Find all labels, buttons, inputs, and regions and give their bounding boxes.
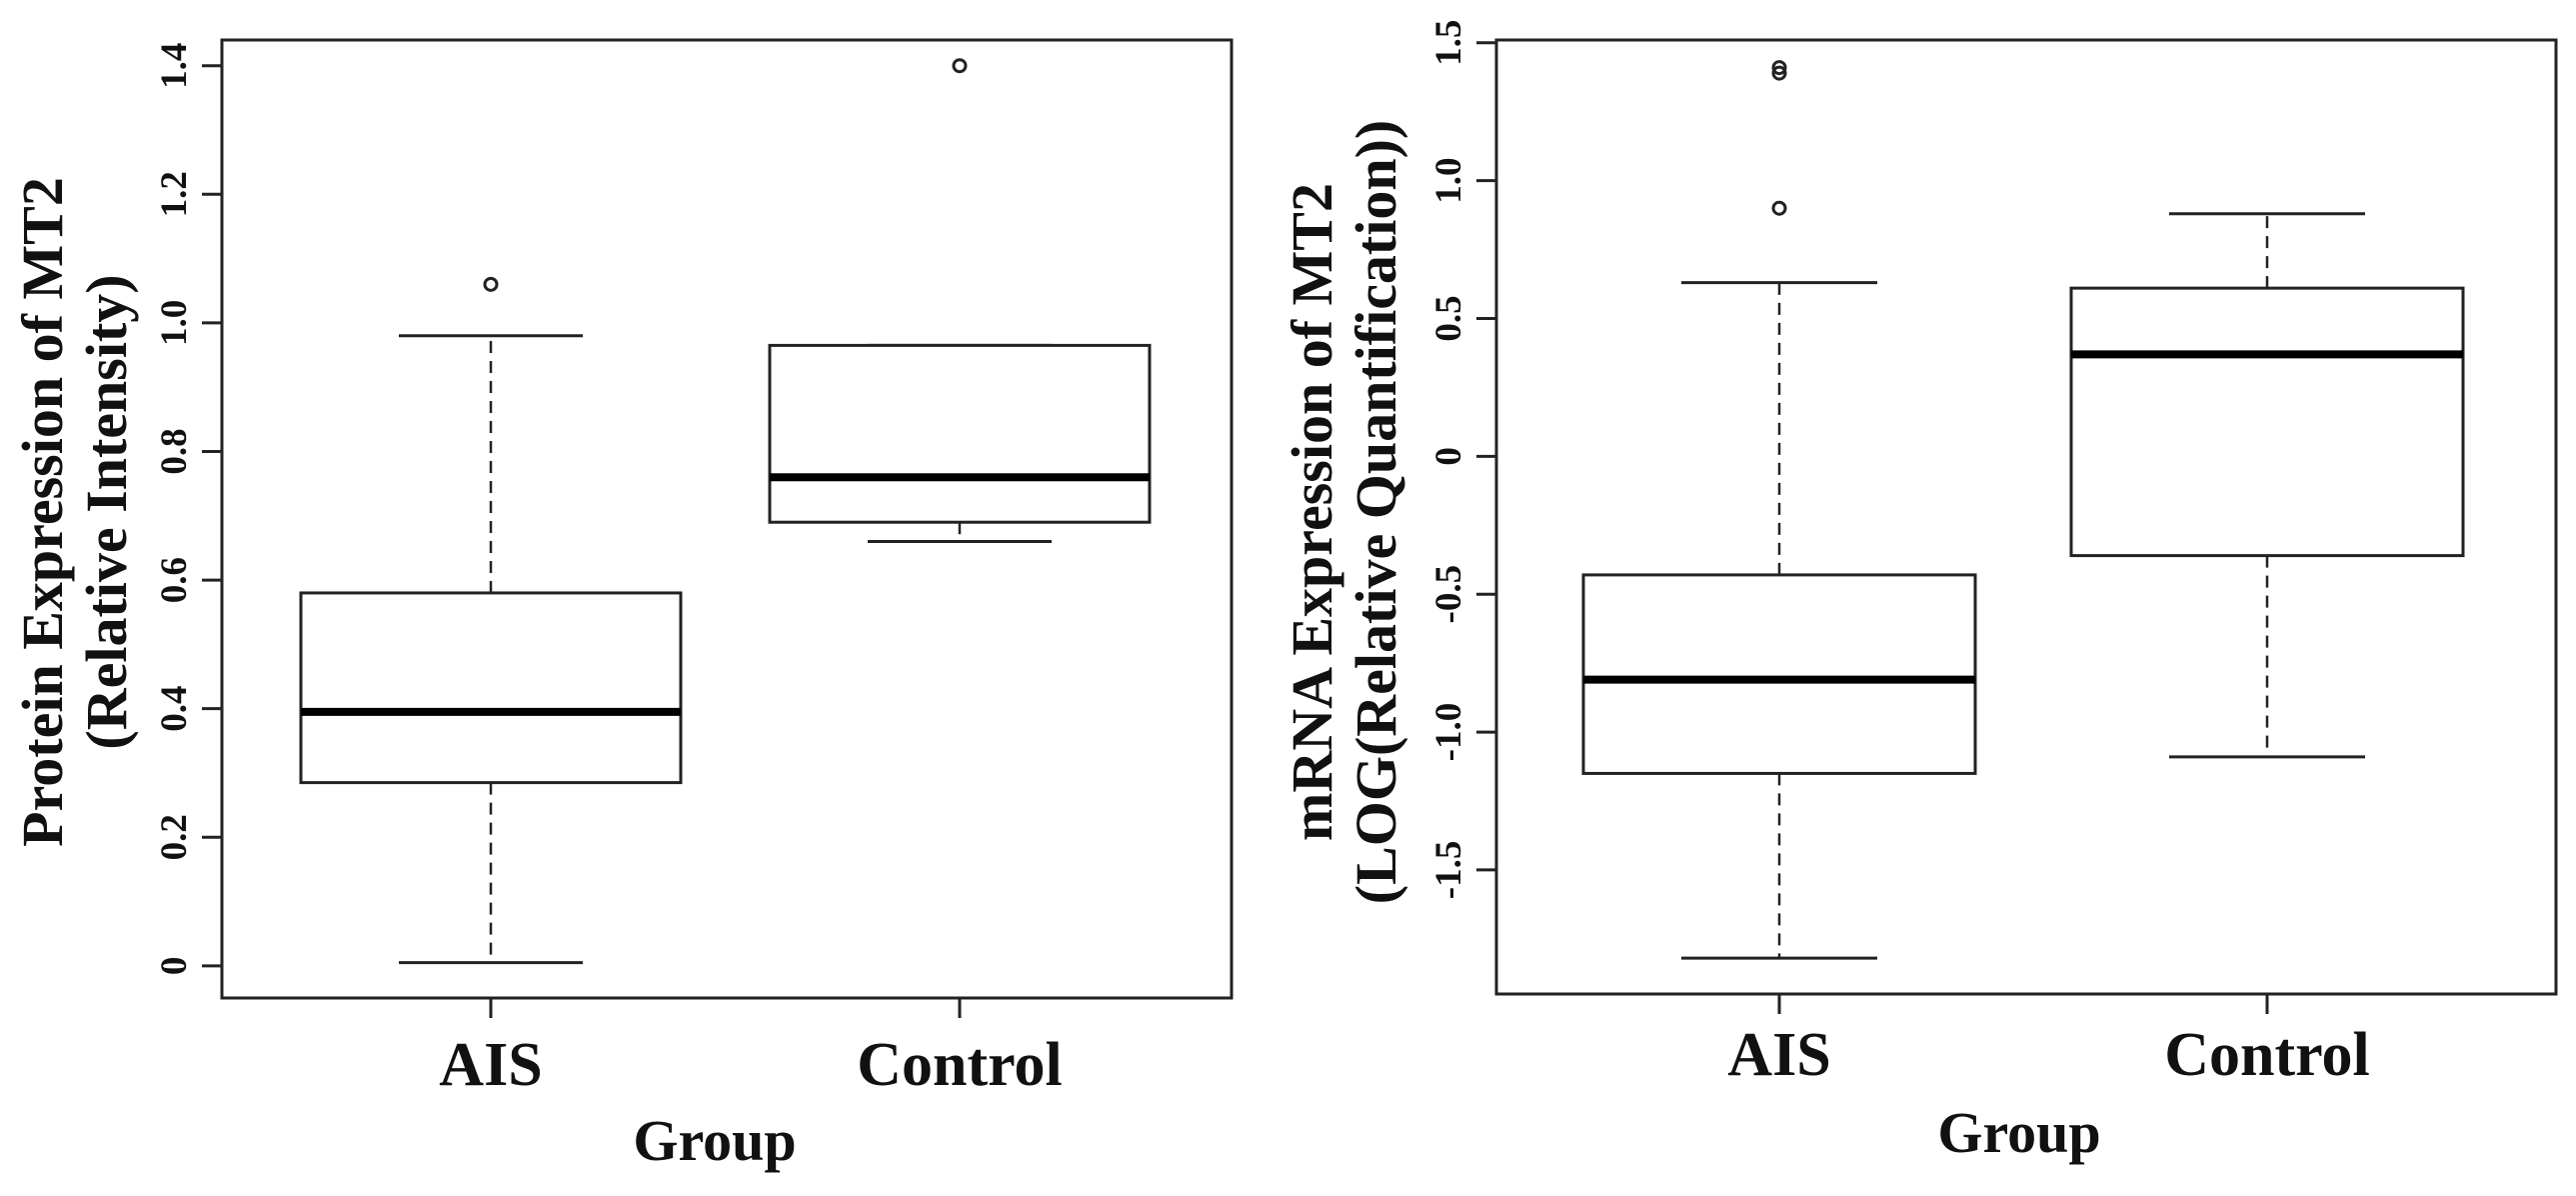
- mrna-plot-frame: [1494, 38, 2558, 996]
- mrna-y-tick-label: 1.0: [1428, 157, 1469, 203]
- iqr-box: [1581, 573, 1977, 775]
- protein-category-labels: AIS Control: [439, 1031, 1062, 1099]
- protein-y-axis-title-line1: Protein Expression of MT2: [10, 177, 75, 847]
- protein-category-label-control: Control: [857, 1031, 1063, 1099]
- mrna-y-tick-labels: -1.5 -1.0 -0.5 0 0.5 1.0 1.5: [1428, 20, 1469, 900]
- iqr-box: [299, 591, 683, 785]
- mrna-category-label-ais: AIS: [1727, 1021, 1830, 1089]
- protein-y-tick-label: 1.0: [154, 300, 195, 346]
- protein-x-axis-title: Group: [633, 1108, 796, 1173]
- mrna-y-axis-title-line2: (LOG(Relative Quantification)): [1343, 120, 1408, 905]
- protein-y-tick-label: 1.4: [154, 43, 195, 89]
- outlier-point: [483, 276, 499, 292]
- outlier-point: [1771, 65, 1787, 81]
- mrna-panel: -1.5-1.0-0.500.51.01.5 AIS Control Group …: [1280, 20, 2558, 1165]
- protein-y-tick-label: 0.2: [154, 814, 195, 860]
- protein-box-control: [768, 58, 1152, 1018]
- protein-y-tick-label: 0.8: [154, 428, 195, 474]
- outlier-point: [1771, 200, 1787, 216]
- mrna-y-tick-label: 1.5: [1428, 20, 1469, 66]
- mrna-boxes: [1581, 60, 2465, 1014]
- outlier-point: [1771, 60, 1787, 76]
- mrna-y-tick-label: -0.5: [1428, 565, 1469, 624]
- outlier-point: [952, 58, 968, 74]
- protein-panel: 00.20.40.60.81.01.21.4 AIS Control Group …: [10, 38, 1234, 1173]
- mrna-category-label-control: Control: [2164, 1021, 2370, 1089]
- protein-y-ticks: [202, 64, 222, 968]
- protein-y-tick-label: 0.4: [154, 686, 195, 732]
- protein-y-tick-label: 1.2: [154, 171, 195, 217]
- mrna-y-tick-label: 0.5: [1428, 295, 1469, 341]
- iqr-box: [2069, 286, 2465, 558]
- mrna-y-tick-label: 0: [1428, 447, 1469, 466]
- iqr-box: [768, 343, 1152, 524]
- protein-y-axis-title-line2: (Relative Intensity): [74, 274, 139, 749]
- mrna-category-labels: AIS Control: [1727, 1021, 2369, 1089]
- protein-box-ais: [299, 276, 683, 1018]
- protein-category-label-ais: AIS: [439, 1031, 542, 1099]
- mrna-y-tick-label: -1.5: [1428, 841, 1469, 900]
- mrna-y-tick-label: -1.0: [1428, 703, 1469, 762]
- mrna-box-control: [2069, 212, 2465, 1014]
- mrna-box-ais: [1581, 60, 1977, 1014]
- mrna-y-ticks: [1476, 41, 1496, 872]
- protein-boxes: [299, 58, 1152, 1018]
- protein-y-tick-label: 0.6: [154, 557, 195, 603]
- protein-y-tick-labels: 0 0.2 0.4 0.6 0.8 1.0 1.2 1.4: [154, 43, 195, 976]
- protein-plot-frame: [220, 38, 1234, 1000]
- mrna-y-axis-title-line1: mRNA Expression of MT2: [1280, 183, 1344, 841]
- mrna-x-axis-title: Group: [1937, 1100, 2100, 1165]
- protein-y-tick-label: 0: [154, 957, 195, 976]
